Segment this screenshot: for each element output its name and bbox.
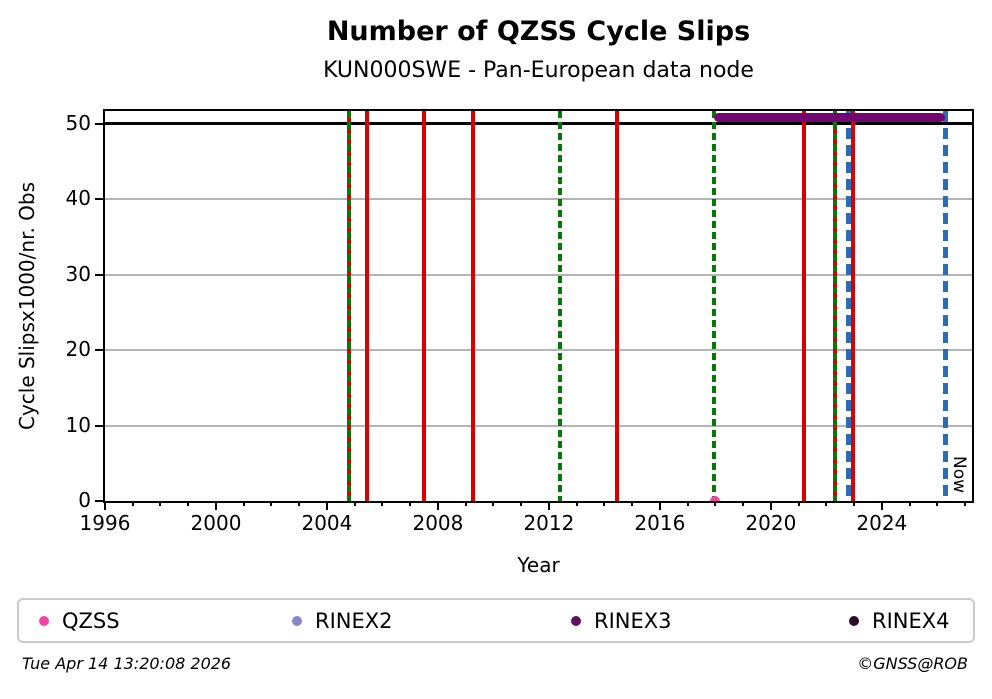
- x-minor-tick: [520, 501, 523, 506]
- y-tick: [95, 500, 105, 502]
- gridline-y10: [105, 424, 972, 427]
- x-tick-label: 1996: [79, 511, 131, 535]
- x-minor-tick: [714, 501, 717, 506]
- x-minor-tick: [908, 501, 911, 506]
- x-major-tick: [658, 501, 661, 510]
- y-tick-label: 20: [65, 337, 91, 362]
- x-minor-tick: [409, 501, 412, 506]
- event-line-dashed-2017.95: [711, 111, 716, 501]
- x-major-tick: [880, 501, 883, 510]
- event-line-dashed-2004.8: [347, 111, 352, 501]
- rinex4-marker-icon: [849, 615, 859, 626]
- x-tick-label: 2024: [856, 511, 908, 535]
- now-line: [942, 111, 948, 501]
- y-tick: [95, 349, 105, 352]
- legend-item-qzss: QZSS: [39, 600, 120, 641]
- x-minor-tick: [242, 501, 245, 506]
- x-minor-tick: [131, 501, 134, 506]
- legend-label: RINEX3: [594, 608, 672, 633]
- event-line-dashed-2012.4: [558, 111, 562, 501]
- y-tick-label: 50: [65, 110, 91, 135]
- gridline-y40: [105, 198, 972, 201]
- event-line-dashed-2022.8: [846, 111, 852, 501]
- x-major-tick: [436, 501, 439, 510]
- event-line-solid-2007.5: [422, 111, 427, 501]
- legend: QZSS RINEX2 RINEX3 RINEX4: [17, 598, 975, 643]
- x-minor-tick: [964, 501, 967, 506]
- event-line-solid-2014.45: [614, 111, 619, 501]
- y-tick: [95, 424, 105, 427]
- x-minor-tick: [464, 501, 467, 506]
- copyright: ©GNSS@ROB: [857, 654, 968, 673]
- qzss-marker-icon: [39, 615, 49, 626]
- legend-label: RINEX2: [315, 608, 393, 633]
- x-minor-tick: [492, 501, 495, 506]
- event-line-solid-2009.25: [470, 111, 475, 501]
- x-minor-tick: [742, 501, 745, 506]
- chart-subtitle: KUN000SWE - Pan-European data node: [323, 58, 754, 83]
- gridline-y30: [105, 273, 972, 276]
- max-line: [105, 122, 972, 126]
- legend-label: QZSS: [62, 608, 120, 633]
- x-major-tick: [325, 501, 328, 510]
- timestamp: Tue Apr 14 13:20:08 2026: [22, 654, 232, 673]
- now-label: Now: [949, 456, 970, 494]
- x-tick-label: 2004: [301, 511, 353, 535]
- event-line-solid-2005.45: [365, 111, 370, 501]
- x-minor-tick: [797, 501, 800, 506]
- y-tick-label: 40: [65, 186, 91, 211]
- qzss-data-point: [710, 496, 721, 501]
- x-minor-tick: [187, 501, 190, 506]
- x-minor-tick: [825, 501, 828, 506]
- event-line-solid-2022.95: [850, 111, 855, 501]
- x-tick-label: 2020: [745, 511, 797, 535]
- legend-item-rinex4: RINEX4: [849, 600, 950, 641]
- x-minor-tick: [270, 501, 273, 506]
- y-tick-label: 0: [78, 488, 91, 512]
- x-minor-tick: [603, 501, 606, 506]
- x-tick-label: 2012: [523, 511, 575, 535]
- y-tick: [95, 198, 105, 201]
- y-tick-label: 10: [65, 412, 91, 437]
- x-major-tick: [214, 501, 217, 510]
- rinex3-marker-icon: [571, 615, 581, 626]
- legend-item-rinex2: RINEX2: [292, 600, 393, 641]
- legend-item-rinex3: RINEX3: [571, 600, 672, 641]
- y-tick-label: 30: [65, 261, 91, 286]
- y-tick: [95, 122, 105, 125]
- rinex3-availability-bar: [713, 112, 946, 122]
- x-major-tick: [104, 501, 106, 510]
- x-tick-label: 2000: [190, 511, 242, 535]
- event-line-solid-2021.2: [802, 111, 807, 501]
- rinex2-marker-icon: [292, 615, 302, 626]
- x-major-tick: [547, 501, 550, 510]
- x-minor-tick: [381, 501, 384, 506]
- x-axis-label: Year: [517, 553, 560, 577]
- x-minor-tick: [853, 501, 856, 506]
- x-major-tick: [769, 501, 772, 510]
- chart-title: Number of QZSS Cycle Slips: [326, 16, 751, 47]
- x-minor-tick: [936, 501, 939, 506]
- x-minor-tick: [575, 501, 578, 506]
- y-axis-label: Cycle Slipsx1000/nr. Obs: [15, 181, 39, 431]
- x-minor-tick: [159, 501, 162, 506]
- x-tick-label: 2016: [634, 511, 686, 535]
- legend-label: RINEX4: [872, 608, 950, 633]
- x-minor-tick: [353, 501, 356, 506]
- gridline-y20: [105, 349, 972, 352]
- event-line-dashed-2022.3: [832, 111, 837, 501]
- plot-area: [103, 109, 974, 503]
- x-minor-tick: [686, 501, 689, 506]
- x-minor-tick: [631, 501, 634, 506]
- x-minor-tick: [298, 501, 301, 506]
- y-tick: [95, 273, 105, 276]
- x-tick-label: 2008: [412, 511, 464, 535]
